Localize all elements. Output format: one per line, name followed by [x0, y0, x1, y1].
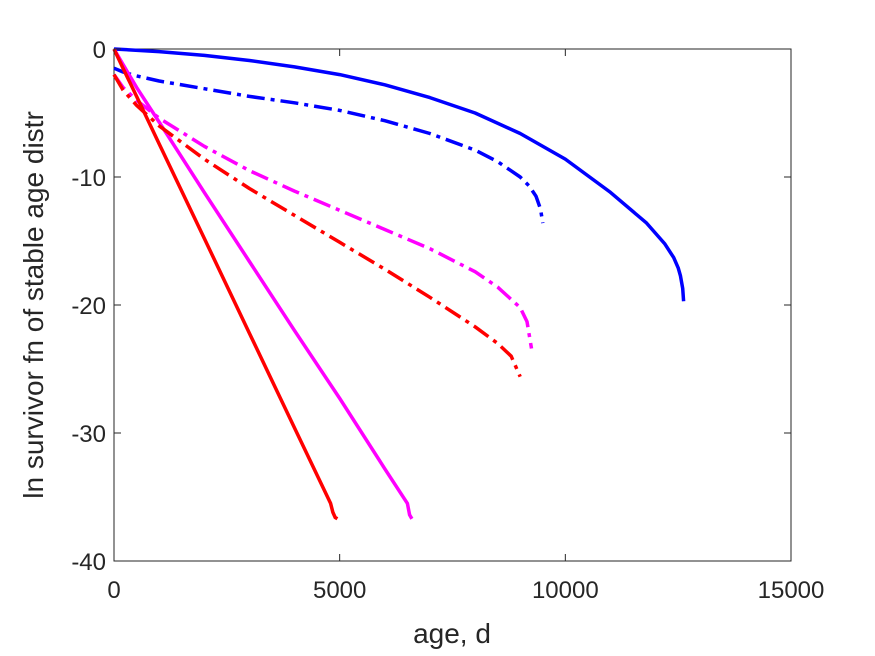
series-line-5 [112, 48, 339, 521]
series-line-3 [112, 48, 414, 520]
x-axis: 0 5000 10000 15000 [107, 49, 824, 604]
series-line-2 [113, 66, 545, 224]
x-tick-label: 10000 [532, 577, 599, 604]
y-tick-label: -30 [71, 421, 106, 448]
series-line-6 [112, 73, 522, 378]
series-line-4 [112, 73, 534, 349]
y-axis-label: ln survivor fn of stable age distr [18, 111, 49, 499]
x-tick-label: 0 [107, 577, 120, 604]
y-tick-label: -10 [71, 165, 106, 192]
y-tick-label: -20 [71, 293, 106, 320]
x-tick-label: 5000 [313, 577, 366, 604]
x-axis-label: age, d [413, 618, 491, 649]
series-line-1 [113, 47, 686, 302]
y-axis: 0 -10 -20 -30 -40 [71, 37, 791, 576]
y-tick-label: 0 [93, 37, 106, 64]
x-tick-label: 15000 [758, 577, 825, 604]
series-layer [112, 47, 686, 521]
plot-area [113, 48, 792, 562]
y-tick-label: -40 [71, 549, 106, 576]
